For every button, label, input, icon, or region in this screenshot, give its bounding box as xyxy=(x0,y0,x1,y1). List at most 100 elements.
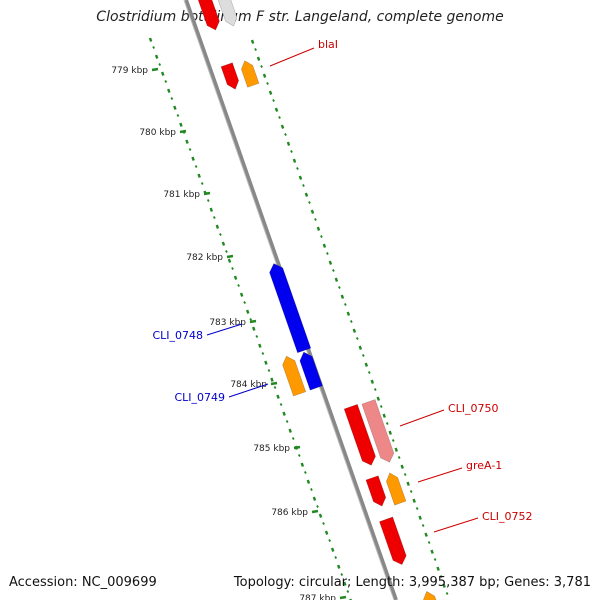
tick-major xyxy=(151,67,159,72)
tick-mark xyxy=(206,199,210,202)
tick-mark xyxy=(442,583,446,588)
gene-label: CLI_0748 xyxy=(152,329,203,342)
tick-mark xyxy=(261,352,265,355)
tick-mark xyxy=(173,105,177,110)
tick-mark xyxy=(382,413,386,418)
tick-mark xyxy=(219,233,222,236)
tick-mark xyxy=(310,209,315,214)
tick-mark xyxy=(167,88,171,93)
tick-mark xyxy=(358,345,363,350)
tick-mark xyxy=(227,258,232,263)
tick-mark xyxy=(280,124,285,129)
tick-mark xyxy=(225,250,228,253)
tick-mark xyxy=(221,241,226,246)
tick-label: 780 kbp xyxy=(139,128,176,138)
tick-mark xyxy=(367,371,371,374)
gene-label: CLI_0750 xyxy=(448,402,499,415)
tick-mark xyxy=(290,150,293,153)
faded-feature xyxy=(217,0,238,27)
tick-mark xyxy=(266,82,269,85)
gene-label: CLI_0752 xyxy=(482,510,533,523)
tick-mark xyxy=(400,464,404,469)
tick-mark xyxy=(273,386,277,389)
gene-label-leader xyxy=(228,383,269,398)
cds-feature xyxy=(343,404,376,466)
tick-mark xyxy=(276,394,280,399)
tick-mark xyxy=(179,122,183,127)
tick-mark xyxy=(176,114,180,117)
tick-mark xyxy=(394,447,398,452)
tick-mark xyxy=(239,292,244,297)
tick-mark xyxy=(154,54,159,59)
tick-mark xyxy=(268,90,273,95)
tick-mark xyxy=(252,326,256,331)
tick-mark xyxy=(288,428,292,433)
rna-feature xyxy=(241,60,260,88)
tick-mark xyxy=(320,235,323,238)
tick-mark xyxy=(364,362,369,367)
tick-major xyxy=(270,381,278,386)
tick-mark xyxy=(256,56,261,61)
genome-stats: Topology: circular; Length: 3,995,387 bp… xyxy=(233,575,591,590)
tick-mark xyxy=(286,141,291,146)
tick-mark xyxy=(231,267,234,270)
tick-mark xyxy=(250,39,255,44)
tick-mark xyxy=(148,37,153,42)
tick-mark xyxy=(409,490,413,493)
rna-feature xyxy=(282,355,307,397)
tick-label: 786 kbp xyxy=(271,508,308,518)
tick-mark xyxy=(340,573,344,576)
tick-mark xyxy=(267,369,271,372)
tick-mark xyxy=(300,462,305,467)
tick-label: 787 kbp xyxy=(299,594,336,600)
tick-mark xyxy=(303,471,307,474)
accession-label: Accession: NC_009699 xyxy=(9,575,157,590)
tick-mark xyxy=(318,513,323,518)
tick-label: 781 kbp xyxy=(163,190,200,200)
tick-label: 783 kbp xyxy=(209,318,246,328)
tick-mark xyxy=(415,507,419,510)
right-tick-track xyxy=(250,39,449,595)
tick-major xyxy=(203,191,211,196)
tick-mark xyxy=(352,328,357,333)
tick-mark xyxy=(427,541,431,544)
tick-mark xyxy=(361,354,365,357)
tick-mark xyxy=(260,65,263,68)
tick-mark xyxy=(285,420,289,423)
cds-feature xyxy=(269,263,312,354)
tick-mark xyxy=(255,335,259,338)
tick-mark xyxy=(306,479,311,484)
tick-mark xyxy=(237,284,240,287)
tick-mark xyxy=(346,590,350,593)
cds-feature xyxy=(299,351,323,391)
tick-mark xyxy=(421,524,425,527)
tick-mark xyxy=(197,173,201,178)
tick-major xyxy=(311,509,319,514)
tick-mark xyxy=(200,182,204,185)
tick-mark xyxy=(284,133,287,136)
tick-mark xyxy=(291,437,295,440)
tick-mark xyxy=(424,532,428,537)
tick-label: 779 kbp xyxy=(111,66,148,76)
tick-mark xyxy=(334,556,338,559)
tick-mark xyxy=(310,488,313,491)
tick-mark xyxy=(308,201,311,204)
tick-mark xyxy=(185,139,189,144)
tick-mark xyxy=(316,226,321,231)
tick-mark xyxy=(258,343,262,348)
tick-mark xyxy=(430,549,434,554)
tick-major xyxy=(226,254,234,259)
cds-feature xyxy=(365,475,387,507)
tick-mark xyxy=(282,411,286,416)
gene-label-leader xyxy=(269,47,315,67)
gene-label: greA-1 xyxy=(466,459,502,472)
tick-mark xyxy=(314,218,317,221)
tick-mark xyxy=(433,558,437,561)
tick-mark xyxy=(272,99,275,102)
tick-major xyxy=(293,445,301,450)
tick-major xyxy=(339,595,347,600)
tick-mark xyxy=(298,175,303,180)
tick-mark xyxy=(304,192,309,197)
tick-mark xyxy=(270,377,274,382)
tick-mark xyxy=(332,269,335,272)
